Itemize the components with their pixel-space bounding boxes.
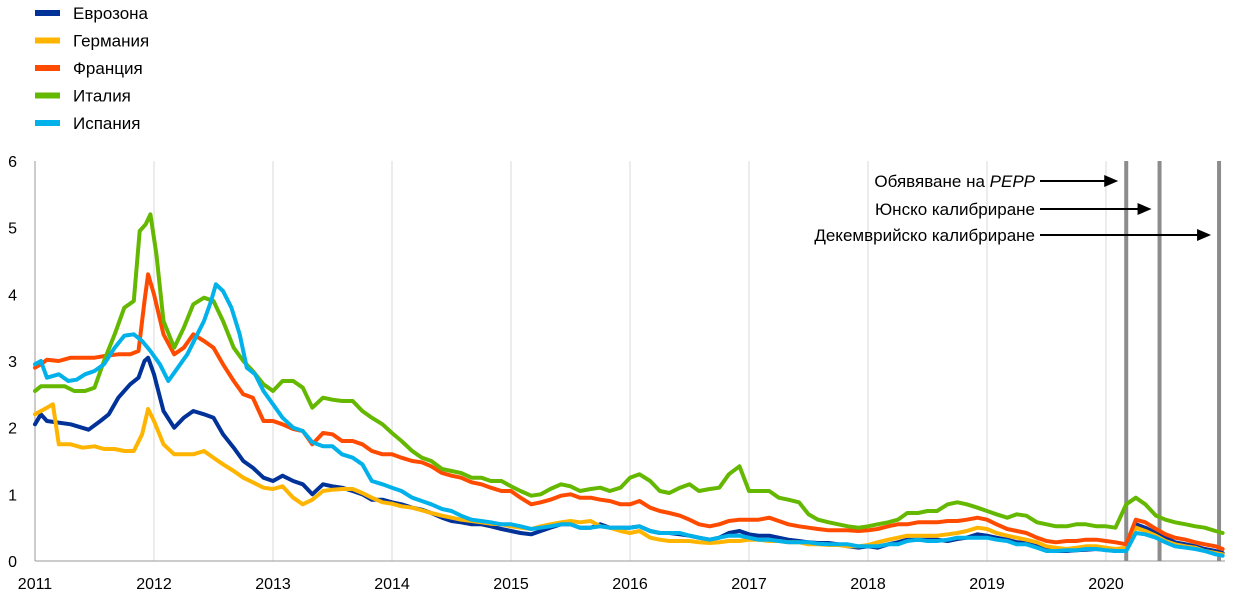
legend-label: Испания: [73, 114, 140, 133]
y-tick-label: 3: [8, 354, 17, 371]
series-lines: [33, 212, 1225, 558]
series-line-3: [33, 272, 1225, 551]
legend-swatch: [35, 120, 60, 126]
y-tick-label: 5: [8, 221, 17, 238]
annotation-arrowhead-2: [1137, 203, 1152, 215]
annotations: Обявяване на PEPP Юнско калибриране Декемв…: [814, 172, 1212, 245]
annotation-arrowhead-1: [1104, 175, 1119, 187]
legend-swatch: [35, 10, 60, 16]
y-tick-label: 4: [8, 287, 17, 304]
x-tick-label: 2015: [493, 576, 529, 593]
x-axis-tick-labels: 2011 2012 2013 2014 2015 2016 2017 2018 2019 2020: [18, 576, 1124, 593]
annotation-arrowhead-3: [1197, 229, 1212, 241]
series-line-5: [33, 282, 1225, 558]
x-tick-label: 2014: [374, 576, 410, 593]
x-tick-label: 2018: [850, 576, 886, 593]
x-tick-label: 2012: [136, 576, 172, 593]
y-tick-label: 0: [8, 554, 17, 571]
legend-label: Еврозона: [73, 4, 149, 23]
legend-label: Германия: [73, 32, 149, 51]
legend-swatch: [35, 65, 60, 71]
legend-label: Франция: [73, 59, 143, 78]
annotation-label-1: Обявяване на PEPP: [874, 172, 1035, 191]
legend-swatch: [35, 37, 60, 44]
legend: Еврозона Германия Франция Италия Испания: [35, 4, 149, 133]
x-tick-label: 2020: [1088, 576, 1124, 593]
series-line-2: [33, 402, 1225, 557]
y-tick-label: 1: [8, 487, 17, 504]
x-tick-label: 2016: [612, 576, 648, 593]
annotation-label-3: Декемврийско калибриране: [814, 226, 1035, 245]
y-tick-label: 2: [8, 421, 17, 438]
legend-swatch: [35, 92, 60, 99]
event-lines: [1124, 161, 1222, 561]
x-tick-label: 2017: [731, 576, 767, 593]
axes: [34, 161, 1225, 562]
x-tick-label: 2011: [18, 576, 53, 593]
x-tick-label: 2019: [969, 576, 1005, 593]
legend-label: Италия: [73, 87, 131, 106]
grid-lines: [153, 161, 1107, 561]
series-line-4: [33, 212, 1225, 535]
y-axis-tick-labels: 0 1 2 3 4 5 6: [8, 154, 17, 571]
x-tick-label: 2013: [255, 576, 291, 593]
y-tick-label: 6: [8, 154, 17, 171]
annotation-label-2: Юнско калибриране: [875, 200, 1035, 219]
